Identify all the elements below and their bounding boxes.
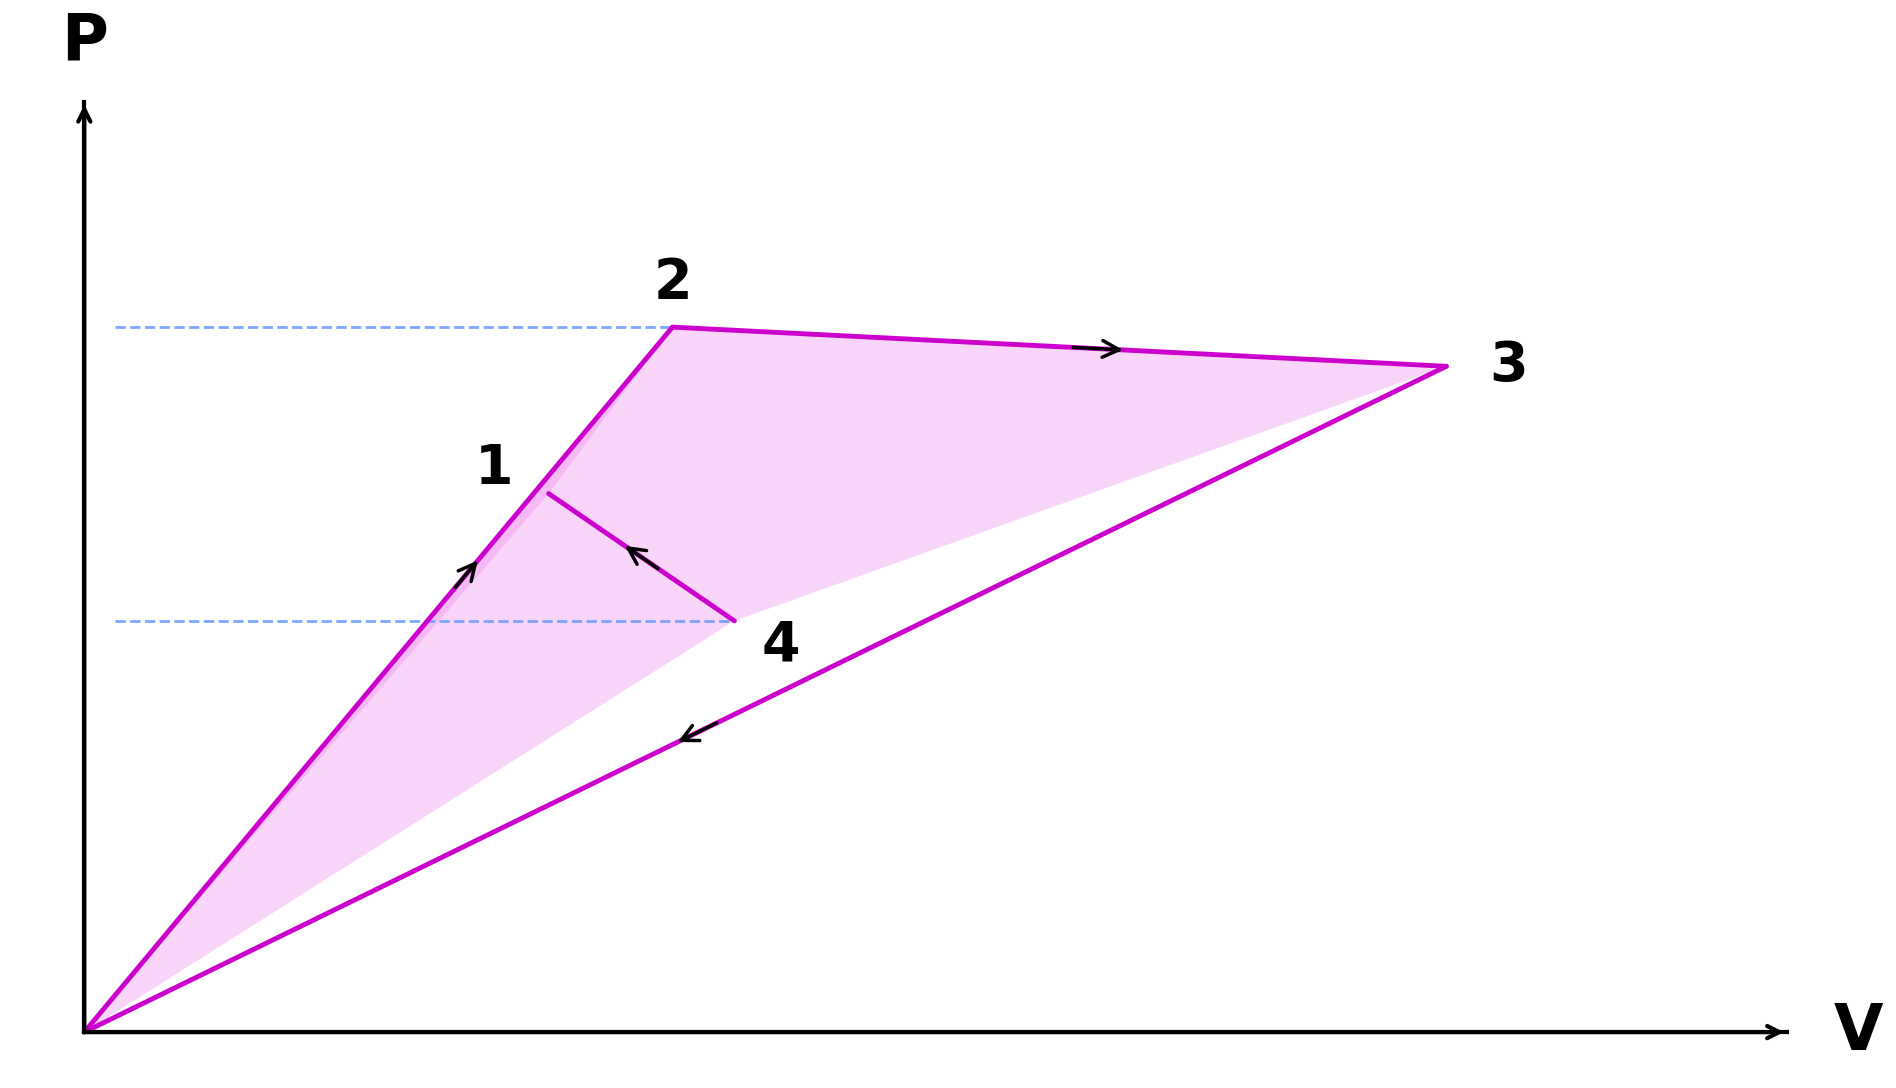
- Text: P: P: [61, 11, 108, 73]
- Polygon shape: [83, 327, 673, 1033]
- Polygon shape: [83, 327, 1447, 1033]
- Text: 3: 3: [1488, 339, 1528, 393]
- Text: 4: 4: [762, 618, 800, 672]
- Text: 1: 1: [476, 442, 514, 496]
- Text: 2: 2: [652, 256, 692, 310]
- Text: V: V: [1833, 1001, 1883, 1063]
